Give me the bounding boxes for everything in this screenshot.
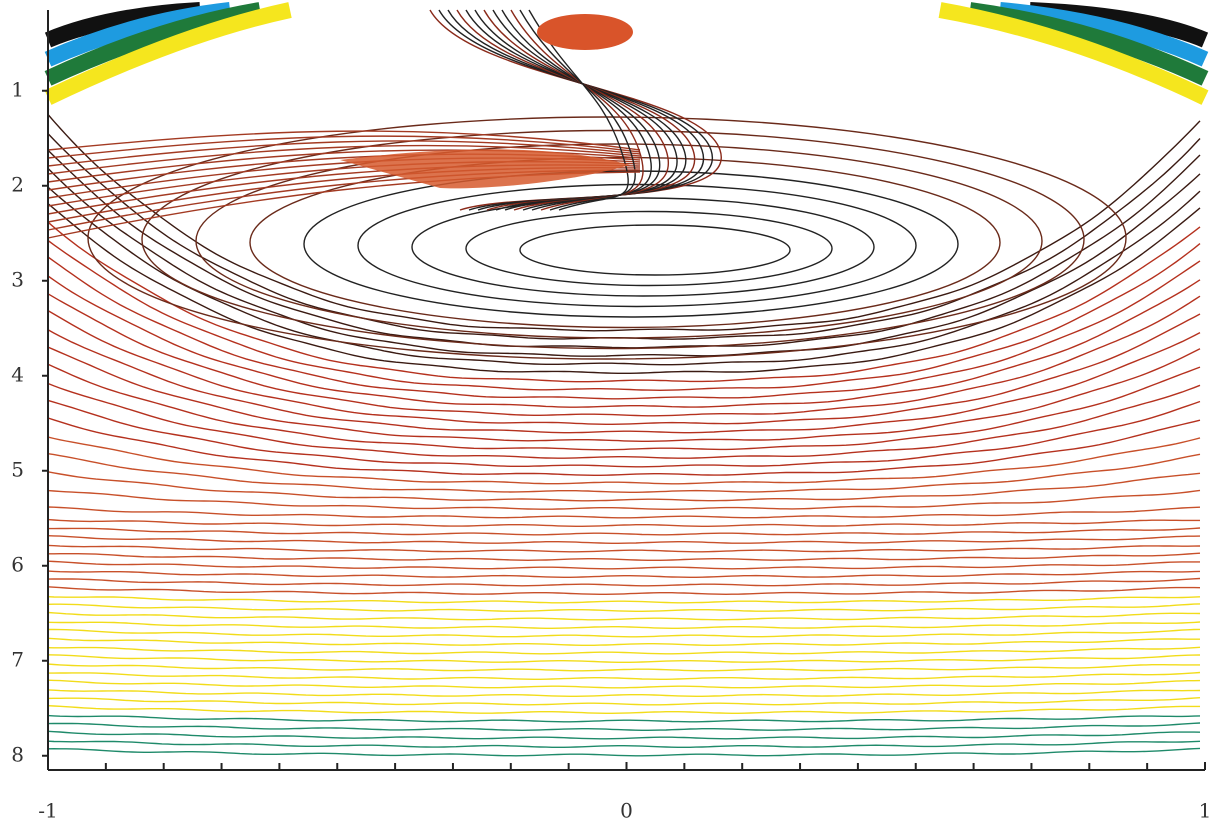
contour-line	[47, 221, 1201, 383]
contour-line	[47, 140, 641, 167]
contour-line	[47, 256, 1201, 400]
contour-line	[47, 417, 1201, 476]
contour-line	[47, 239, 1201, 392]
contour-line	[47, 329, 1201, 434]
contour-line	[48, 527, 1201, 536]
contour-line	[528, 9, 629, 211]
contour-line	[303, 170, 959, 318]
contour-line	[47, 489, 1201, 510]
y-tick-label: 8	[11, 742, 24, 766]
contour-line	[411, 197, 875, 297]
contour-line	[47, 293, 1201, 417]
contour-line	[47, 186, 1201, 366]
contour-line	[47, 453, 1201, 493]
contour-line	[47, 577, 1201, 587]
contour-line	[47, 471, 1201, 502]
contour-line	[47, 679, 1201, 689]
contour-blob	[340, 149, 630, 189]
contour-line	[47, 560, 1200, 570]
contour-line	[48, 628, 1201, 638]
contour-line	[47, 689, 1201, 697]
contour-line	[519, 224, 791, 276]
contour-line	[47, 697, 1201, 706]
contour-line	[47, 663, 1200, 672]
contour-line	[47, 436, 1201, 485]
x-tick-label: -1	[38, 799, 57, 823]
contour-line	[47, 705, 1200, 714]
contour-line	[47, 130, 641, 151]
contour-line	[47, 309, 1201, 425]
contour-line	[47, 149, 1201, 349]
contour-line	[47, 740, 1201, 748]
y-tick-label: 6	[11, 552, 24, 576]
y-tick-label: 5	[11, 457, 24, 481]
y-tick-label: 4	[11, 362, 24, 386]
contour-line	[47, 399, 1201, 468]
contour-line	[47, 535, 1201, 544]
contour-line	[47, 654, 1201, 663]
contour-line	[47, 714, 1201, 723]
contour-line	[47, 596, 1201, 604]
y-tick-label: 2	[11, 172, 24, 196]
contour-line	[47, 646, 1201, 655]
contour-line	[47, 167, 1201, 357]
contour-line	[47, 144, 641, 175]
y-tick-label: 1	[11, 77, 24, 101]
contour-line	[47, 382, 1201, 459]
contour-line	[47, 544, 1201, 553]
contour-line	[48, 671, 1201, 680]
contour-line	[47, 730, 1201, 740]
contour-field	[44, 2, 1209, 757]
contour-line	[47, 135, 641, 159]
contour-blob	[537, 14, 633, 50]
contour-line	[47, 363, 1201, 451]
contour-line	[47, 621, 1201, 629]
contour-line	[510, 9, 644, 211]
contour-line	[47, 586, 1201, 596]
contour-line	[47, 637, 1200, 646]
contour-line	[47, 275, 1201, 408]
contour-line	[47, 346, 1201, 442]
contour-line	[47, 506, 1201, 519]
y-tick-label: 7	[11, 647, 24, 671]
contour-line	[519, 9, 636, 211]
x-tick-label: 1	[1199, 799, 1212, 823]
contour-line	[48, 552, 1201, 562]
contour-line	[47, 570, 1201, 578]
contour-line	[47, 722, 1201, 732]
corner-band	[938, 2, 1209, 105]
x-tick-label: 0	[620, 799, 633, 823]
contour-line	[47, 747, 1201, 757]
contour-line	[47, 603, 1201, 613]
corner-band	[44, 2, 292, 105]
contour-line	[47, 518, 1200, 527]
y-tick-label: 3	[11, 267, 24, 291]
contour-line	[465, 210, 833, 287]
contour-line	[357, 183, 917, 308]
axes: 1 2 3 4 5 6 7 8 -1 0 1	[11, 10, 1211, 823]
contour-line	[47, 611, 1201, 621]
corner-band	[44, 2, 262, 86]
contour-line	[47, 114, 1201, 332]
